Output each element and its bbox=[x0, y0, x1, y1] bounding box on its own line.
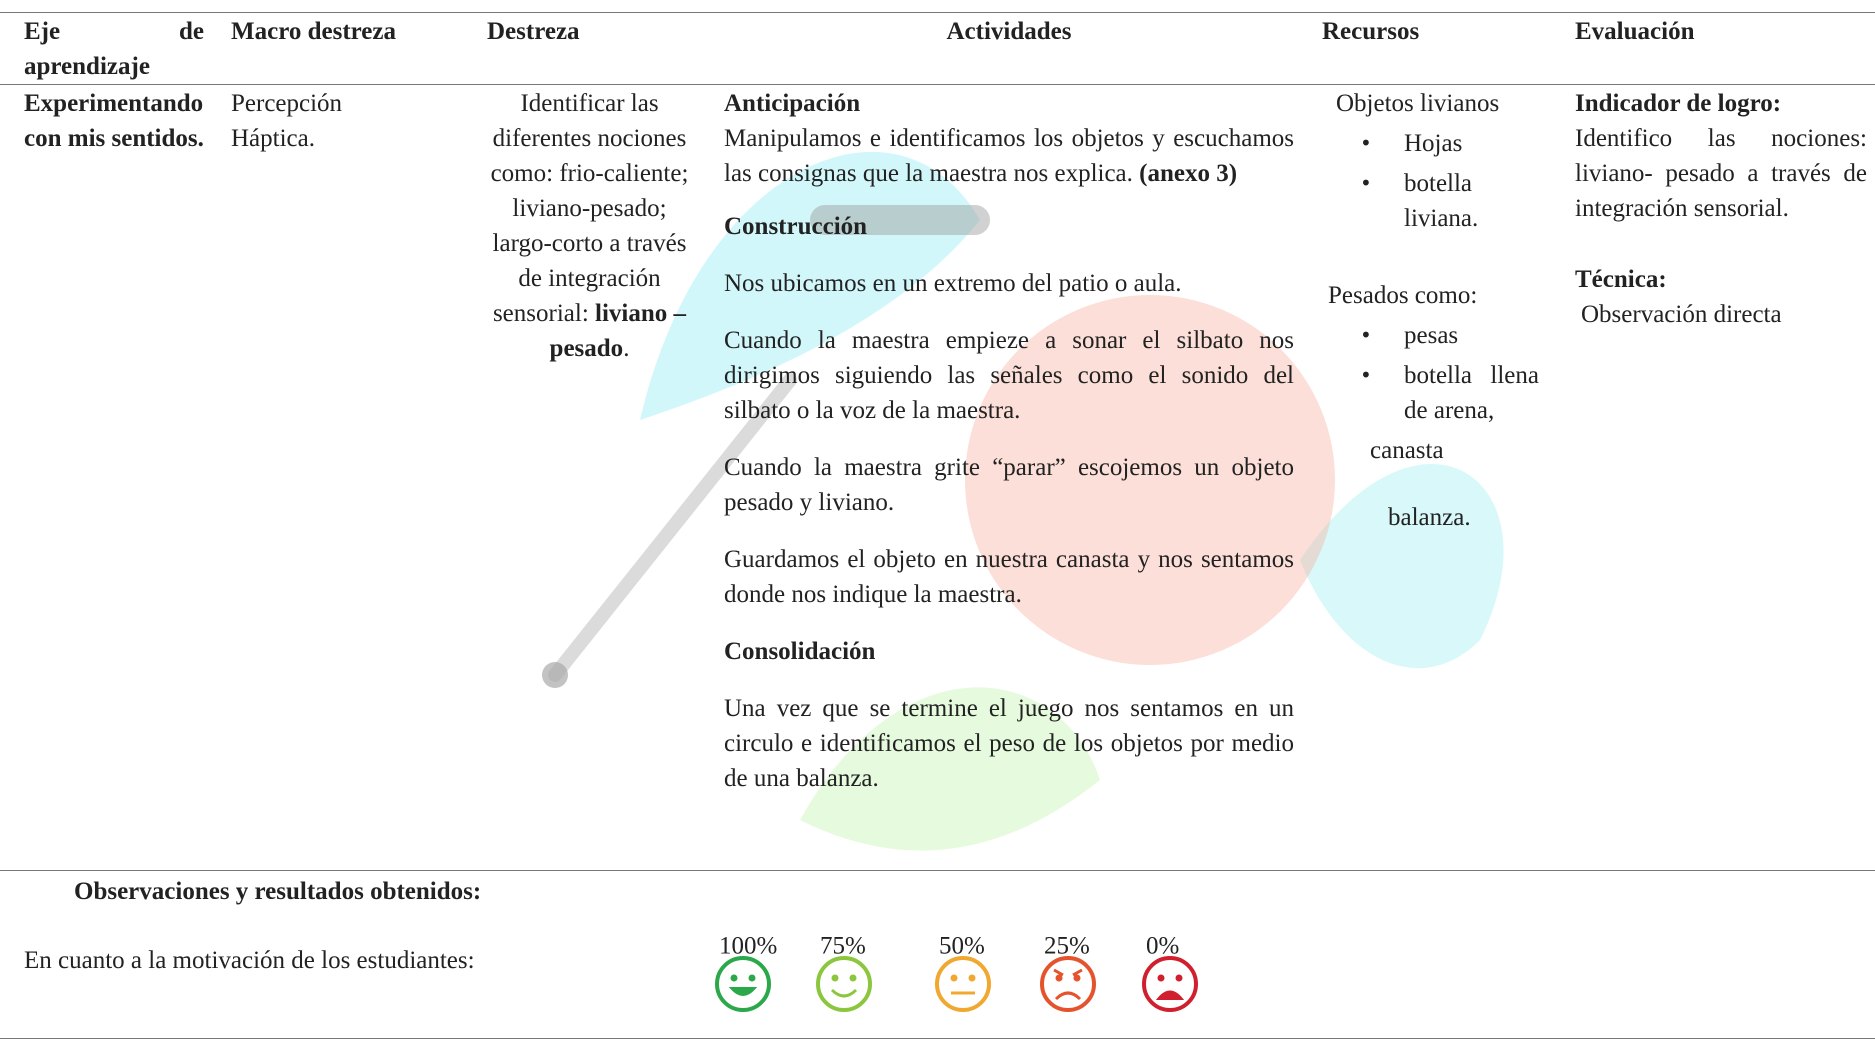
ref: (anexo 3) bbox=[1139, 160, 1238, 187]
paragraph: Nos ubicamos en un extremo del patio o a… bbox=[724, 270, 1182, 297]
destreza-cell: Identificar las diferentes nociones como… bbox=[482, 86, 697, 366]
header-rule bbox=[0, 84, 1875, 85]
paragraph: Manipulamos e identificamos los objetos … bbox=[724, 121, 1294, 191]
destreza-text: Identificar las diferentes nociones como… bbox=[490, 90, 689, 327]
eval-text: Observación directa bbox=[1581, 301, 1782, 328]
resource-extra: canasta bbox=[1370, 437, 1444, 464]
resource-item: pesas bbox=[1322, 318, 1572, 353]
header-cell: Actividades bbox=[946, 18, 1072, 45]
top-rule bbox=[0, 12, 1875, 13]
footer-title: Observaciones y resultados obtenidos: bbox=[74, 878, 482, 905]
evaluacion-cell: Indicador de logro: Identifico las nocio… bbox=[1575, 86, 1867, 332]
resource-item: botella liviana. bbox=[1322, 166, 1504, 236]
resource-title: Pesados como: bbox=[1328, 282, 1478, 309]
resource-item: botella llena de arena, bbox=[1322, 358, 1539, 428]
resource-title: Objetos livianos bbox=[1336, 90, 1500, 117]
paragraph: Cuando la maestra empieze a sonar el sil… bbox=[724, 327, 1294, 424]
destreza-end: . bbox=[623, 335, 630, 362]
header-cell: Eje de aprendizaje bbox=[24, 14, 204, 84]
resource-extra: balanza. bbox=[1388, 504, 1471, 531]
eval-title: Indicador de logro: bbox=[1575, 90, 1782, 117]
row-rule bbox=[0, 870, 1875, 871]
eval-text: Identifico las nociones: liviano- pesado… bbox=[1575, 125, 1867, 222]
eje-cell: Experimentando con mis sentidos. bbox=[24, 90, 204, 152]
eval-title: Técnica: bbox=[1575, 266, 1667, 293]
section-title: Consolidación bbox=[724, 638, 876, 665]
paragraph: Cuando la maestra grite “parar” escojemo… bbox=[724, 454, 1294, 516]
macro-cell: Percepción Háptica. bbox=[231, 90, 343, 152]
header-cell: Evaluación bbox=[1575, 18, 1695, 45]
paragraph: Guardamos el objeto en nuestra canasta y… bbox=[724, 546, 1294, 608]
resource-item: Hojas bbox=[1322, 126, 1572, 161]
motivation-label: En cuanto a la motivación de los estudia… bbox=[24, 947, 475, 974]
resource-list: pesas botella llena de arena, bbox=[1322, 318, 1572, 428]
section-title: Construcción bbox=[724, 213, 868, 240]
resource-list: Hojas botella liviana. bbox=[1322, 126, 1572, 236]
bottom-rule bbox=[0, 1038, 1875, 1039]
section-title: Anticipación bbox=[724, 90, 861, 117]
header-text: Eje de aprendizaje bbox=[24, 18, 204, 80]
header-cell: Macro destreza bbox=[231, 18, 396, 45]
header-cell: Recursos bbox=[1322, 18, 1420, 45]
destreza-bold: liviano – pesado bbox=[549, 300, 687, 362]
text: Manipulamos e identificamos los objetos … bbox=[724, 125, 1294, 187]
actividades-cell: Anticipación Manipulamos e identificamos… bbox=[724, 86, 1294, 796]
recursos-cell: Objetos livianos Hojas botella liviana. … bbox=[1322, 86, 1572, 535]
header-cell: Destreza bbox=[487, 18, 580, 45]
paragraph: Una vez que se termine el juego nos sent… bbox=[724, 695, 1294, 792]
